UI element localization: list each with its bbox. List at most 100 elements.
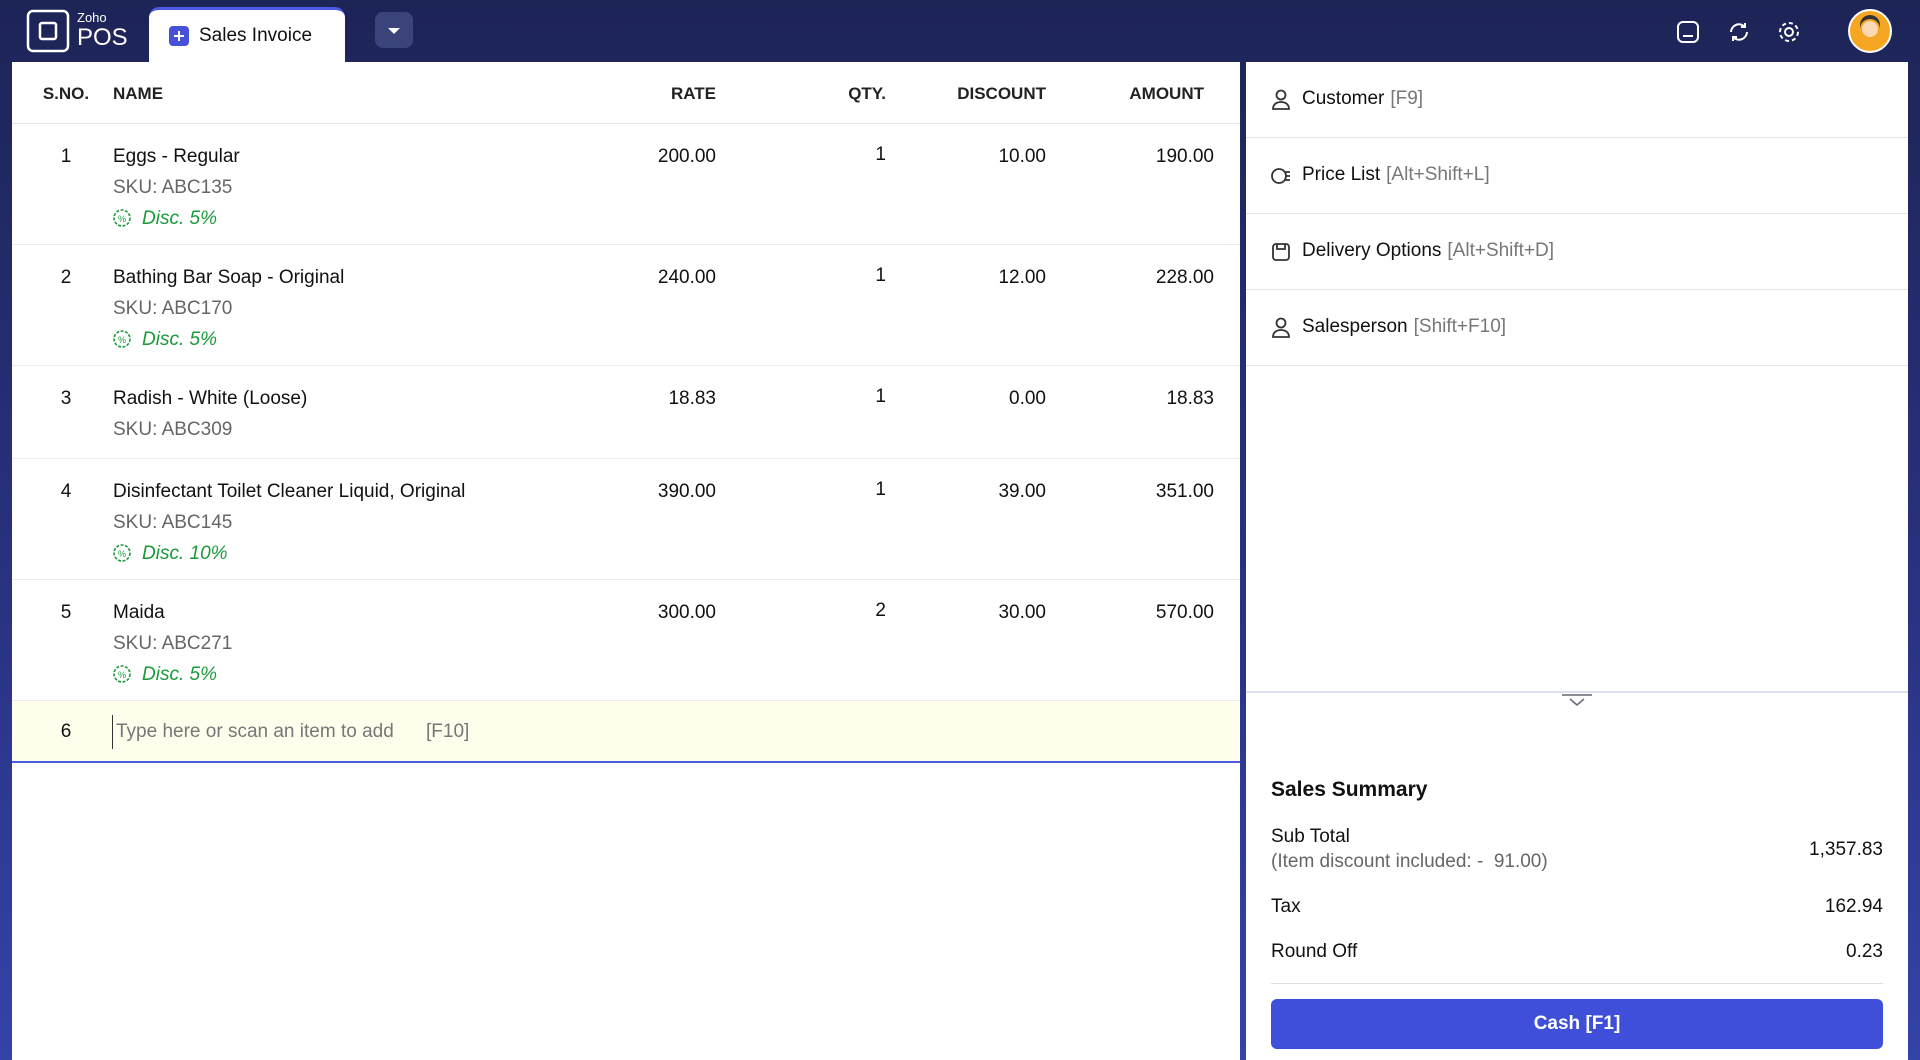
cell-rate: 18.83 <box>668 388 716 409</box>
column-header: QTY. <box>848 84 886 103</box>
tab[interactable]: Sales Invoice <box>149 7 345 62</box>
discount-icon: % <box>112 208 132 228</box>
logo-icon <box>26 9 70 53</box>
cell-discount: 39.00 <box>998 481 1046 502</box>
cell-discount: 10.00 <box>998 146 1046 167</box>
option-name: Salesperson <box>1302 316 1408 337</box>
option-name: Price List <box>1302 164 1381 185</box>
summary-divider <box>1246 691 1908 693</box>
cell-amount: 570.00 <box>1155 602 1214 623</box>
discount-badge: % <box>113 209 131 227</box>
cell-rate: 200.00 <box>657 146 716 167</box>
summary-value: 0.23 <box>1846 941 1883 962</box>
sku: SKU: ABC309 <box>113 419 233 440</box>
cell-discount: 30.00 <box>998 602 1046 623</box>
cell-amount: 228.00 <box>1155 267 1214 288</box>
summary-label: Sub Total <box>1271 826 1350 847</box>
column-header: S.NO. <box>42 84 90 103</box>
cell-amount: 18.83 <box>1166 388 1214 409</box>
cell-sno: 1 <box>60 146 72 167</box>
cell-qty: 1 <box>875 265 886 286</box>
summary-note: (Item discount included: - 91.00) <box>1271 851 1548 872</box>
panel-option[interactable]: Salesperson [Shift+F10] <box>1246 290 1908 365</box>
tab-icon <box>169 26 189 46</box>
sku: SKU: ABC135 <box>113 177 233 198</box>
chevron <box>1562 694 1592 706</box>
column-header: RATE <box>670 84 716 103</box>
brand: POS <box>77 24 128 51</box>
option-label: Salesperson [Shift+F10] <box>1302 316 1506 338</box>
svg-text:%: % <box>118 670 126 680</box>
option-shortcut: [Alt+Shift+D] <box>1447 240 1555 261</box>
svg-text:%: % <box>118 214 126 224</box>
collapse-toggle[interactable] <box>1560 693 1594 707</box>
sync-icon[interactable] <box>1727 20 1751 44</box>
option-label: Customer [F9] <box>1302 88 1423 110</box>
icon <box>1272 317 1290 338</box>
discount-tag: Disc. 5% <box>142 664 217 685</box>
panel-option[interactable]: Delivery Options [Alt+Shift+D] <box>1246 214 1908 289</box>
brand-small: Zoho <box>77 10 107 25</box>
item-row[interactable]: 5 Maida 300.00 2 30.00 570.00 SKU: ABC271% Disc… <box>12 580 1240 701</box>
item-row[interactable]: 4 Disinfectant Toilet Cleaner Liquid, Ori… <box>12 459 1240 580</box>
divider <box>1246 289 1908 290</box>
caret <box>388 28 400 34</box>
panel-option[interactable]: Customer [F9] <box>1246 62 1908 137</box>
avatar[interactable] <box>1848 9 1892 53</box>
divider <box>12 700 1240 701</box>
display-icon[interactable] <box>1676 20 1700 44</box>
divider <box>12 579 1240 580</box>
divider <box>1246 365 1908 366</box>
divider <box>12 123 1240 124</box>
icon <box>1272 243 1290 261</box>
row-number: 6 <box>60 721 72 742</box>
svg-text:%: % <box>118 549 126 559</box>
cell-discount: 12.00 <box>998 267 1046 288</box>
option-name: Delivery Options <box>1302 240 1442 261</box>
divider <box>1271 983 1883 984</box>
discount-icon: % <box>112 329 132 349</box>
cell-discount: 0.00 <box>1009 388 1046 409</box>
tab-menu[interactable] <box>375 12 413 48</box>
column-header: DISCOUNT <box>957 84 1046 103</box>
option-icon <box>1270 316 1292 340</box>
item-search[interactable] <box>112 715 713 749</box>
discount-tag: Disc. 5% <box>142 208 217 229</box>
summary-value: 162.94 <box>1824 896 1883 917</box>
tab-label: Sales Invoice <box>199 25 313 46</box>
side-panel: Customer [F9] Price List [Alt+Shift+L] Deliv… <box>1246 62 1908 1060</box>
discount-badge: % <box>113 330 131 348</box>
option-shortcut: [Shift+F10] <box>1413 316 1507 337</box>
discount-tag: Disc. 5% <box>142 329 217 350</box>
divider <box>12 458 1240 459</box>
item-row[interactable]: 3 Radish - White (Loose) 18.83 1 0.00 18.83 SK… <box>12 366 1240 459</box>
cell-rate: 300.00 <box>657 602 716 623</box>
item-row[interactable]: 2 Bathing Bar Soap - Original 240.00 1 12.00… <box>12 245 1240 366</box>
panel-option[interactable]: Price List [Alt+Shift+L] <box>1246 138 1908 213</box>
settings-icon[interactable] <box>1777 20 1801 44</box>
cell-name: Eggs - Regular <box>113 146 240 167</box>
option-icon <box>1270 240 1292 264</box>
sku: SKU: ABC271 <box>113 633 233 654</box>
item-row[interactable]: 1 Eggs - Regular 200.00 1 10.00 190.00 SKU: AB… <box>12 124 1240 245</box>
summary-title: Sales Summary <box>1271 778 1428 801</box>
option-name: Customer <box>1302 88 1385 109</box>
icon <box>1272 89 1290 110</box>
discount-badge: % <box>113 544 131 562</box>
column-header: NAME <box>113 84 164 103</box>
icon <box>1271 168 1290 184</box>
divider <box>12 365 1240 366</box>
divider <box>1246 213 1908 214</box>
divider <box>12 244 1240 245</box>
cell-amount: 351.00 <box>1155 481 1214 502</box>
top-bar: Zoho POS Sales Invoice <box>0 0 1920 62</box>
cell-rate: 390.00 <box>657 481 716 502</box>
option-label: Price List [Alt+Shift+L] <box>1302 164 1490 186</box>
cash-button[interactable]: Cash [F1] <box>1271 999 1883 1049</box>
cell-sno: 2 <box>60 267 72 288</box>
cell-sno: 4 <box>60 481 72 502</box>
summary-label: Round Off <box>1271 941 1358 962</box>
discount-icon: % <box>112 664 132 684</box>
